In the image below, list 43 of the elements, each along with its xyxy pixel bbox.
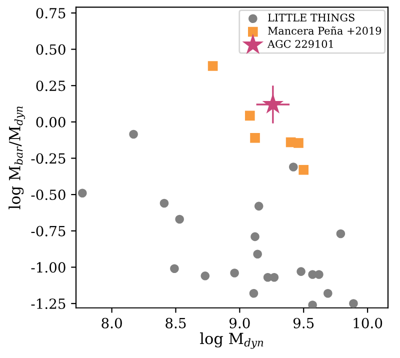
point — [175, 214, 184, 224]
point — [250, 132, 260, 143]
y-tick-label: 0.50 — [36, 44, 66, 55]
y-tick-label: -0.25 — [31, 153, 66, 164]
point — [308, 300, 317, 308]
point — [324, 288, 332, 298]
point — [294, 138, 304, 148]
x-tick-label: 9.0 — [230, 318, 250, 328]
point — [314, 270, 324, 279]
point — [170, 264, 179, 274]
point — [230, 268, 239, 278]
x-tick-label: 10.0 — [354, 318, 382, 328]
point — [349, 299, 358, 308]
x-tick-label: 8.0 — [102, 318, 122, 328]
point — [262, 93, 284, 114]
point — [298, 164, 309, 175]
point — [78, 188, 87, 198]
y-tick-label: -0.75 — [31, 226, 66, 236]
y-tick-label: -1.00 — [31, 262, 66, 273]
point — [200, 272, 210, 280]
point — [249, 288, 258, 298]
point — [129, 130, 138, 139]
point — [250, 232, 260, 242]
y-tick-label: 0.75 — [36, 8, 66, 18]
y-axis-title: log M$_{bar}$/M$_{dyn}$ — [8, 106, 25, 210]
point — [336, 229, 346, 238]
point — [208, 61, 218, 71]
legend-label: Mancera Peña +2019 — [268, 26, 382, 35]
legend-label: LITTLE THINGS — [268, 14, 354, 22]
y-tick-label: 0.00 — [36, 116, 66, 128]
point — [244, 110, 255, 121]
point — [296, 267, 306, 276]
point — [253, 250, 262, 259]
x-tick-label: 8.5 — [166, 318, 186, 328]
point — [160, 198, 169, 208]
y-tick-label: 0.25 — [36, 80, 66, 92]
y-tick-label: -0.50 — [31, 190, 66, 200]
point — [254, 202, 264, 211]
legend-label: AGC 229101 — [267, 40, 333, 48]
x-axis-title: log M$_{dyn}$ — [200, 332, 264, 349]
point — [288, 162, 298, 172]
y-tick-label: -1.25 — [31, 298, 66, 309]
x-tick-label: 9.5 — [293, 318, 314, 328]
